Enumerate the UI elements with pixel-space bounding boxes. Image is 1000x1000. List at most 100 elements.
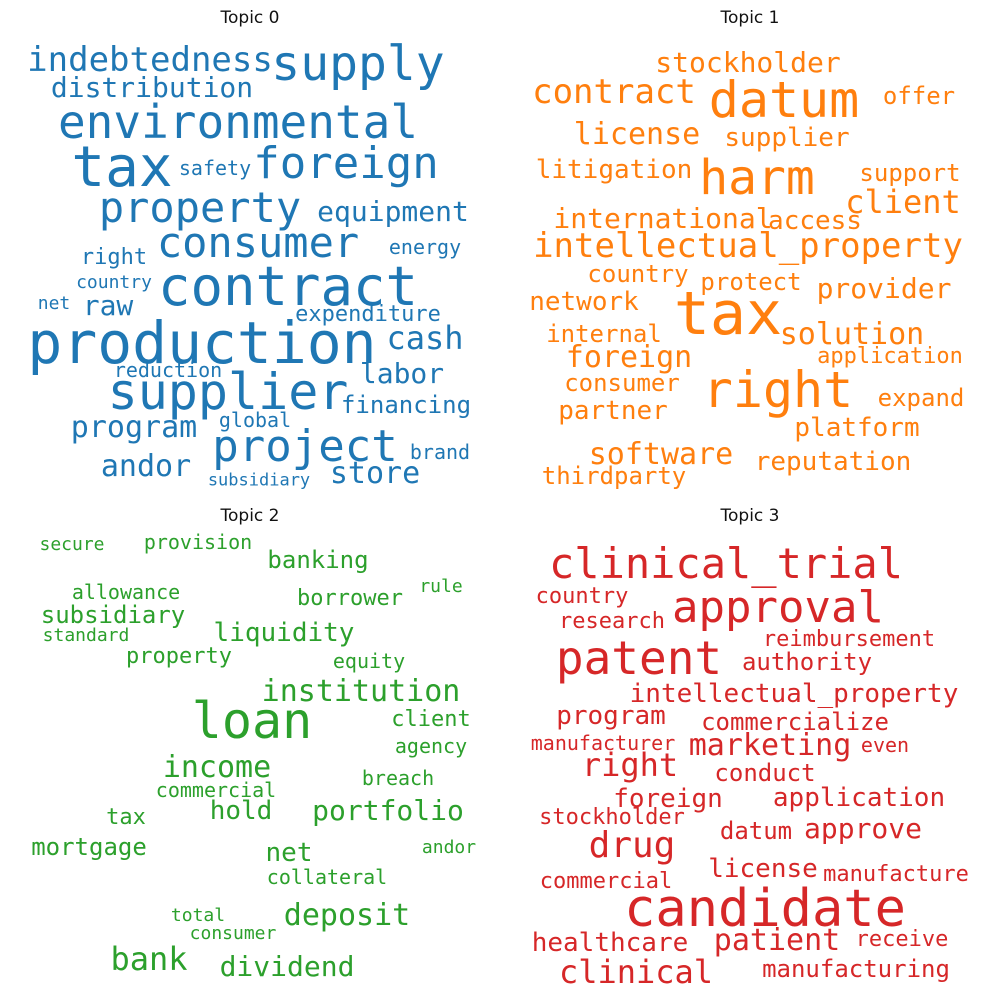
word: platform: [794, 413, 920, 443]
word: litigation: [535, 155, 693, 185]
word: country: [76, 272, 152, 293]
word: foreign: [253, 138, 439, 189]
word: institution: [261, 674, 461, 709]
word: rule: [419, 576, 463, 597]
topic-2-wordcloud: secure provision banking rule allowance …: [0, 500, 500, 1000]
word: stockholder: [655, 46, 841, 79]
word: secure: [39, 534, 105, 555]
topic-2-panel: Topic 2 secure provision banking rule al…: [0, 500, 500, 1000]
word: research: [559, 609, 665, 634]
word: distribution: [50, 71, 254, 104]
word: healthcare: [531, 928, 689, 958]
word: right: [702, 361, 854, 419]
word: marketing: [688, 728, 852, 763]
word: supplier: [107, 363, 349, 421]
word: right: [581, 746, 679, 784]
word: application: [817, 344, 963, 369]
word: subsidiary: [40, 601, 186, 629]
word: internal: [546, 320, 662, 348]
topic-3-title: Topic 3: [720, 506, 780, 526]
word: mortgage: [31, 833, 147, 861]
word: client: [845, 183, 961, 221]
word: candidate: [624, 879, 906, 939]
word: loan: [191, 692, 313, 750]
word: authority: [741, 648, 873, 676]
word: supply: [271, 36, 445, 92]
topic-3-wordcloud: clinical_trial country approval research…: [500, 500, 1000, 1000]
word: international: [553, 202, 773, 235]
word: clinical_trial: [548, 539, 904, 588]
topic-1-panel: Topic 1 stockholder contract datum offer…: [500, 0, 1000, 500]
word: cash: [386, 319, 464, 357]
word: drug: [588, 825, 676, 866]
word: provision: [143, 530, 253, 554]
word: foreign: [613, 784, 723, 814]
word: protect: [700, 268, 802, 296]
word: property: [126, 644, 232, 669]
word: store: [329, 456, 421, 491]
word: expenditure: [295, 302, 441, 327]
word: global: [218, 408, 292, 432]
word: even: [860, 733, 910, 757]
word: reimbursement: [762, 627, 936, 652]
word: manufacturing: [762, 955, 950, 983]
word: datum: [719, 817, 793, 845]
word: portfolio: [312, 794, 464, 827]
word: conduct: [714, 759, 816, 787]
topic-2-title: Topic 2: [220, 506, 280, 526]
topic-0-title: Topic 0: [220, 8, 280, 28]
word: energy: [388, 235, 462, 259]
word: consumer: [156, 218, 360, 267]
word: subsidiary: [207, 470, 311, 491]
topic-0-panel: Topic 0 indebtedness supply distribution…: [0, 0, 500, 500]
word: expand: [877, 384, 965, 412]
word: intellectual_property: [533, 226, 963, 266]
word: approval: [672, 582, 884, 633]
word: liquidity: [213, 618, 355, 648]
word: hold: [209, 796, 273, 826]
topic-3-panel: Topic 3 clinical_trial country approval …: [500, 500, 1000, 1000]
word: right: [80, 245, 148, 270]
word: software: [588, 437, 734, 472]
word: indebtedness: [27, 40, 273, 80]
word: patient: [713, 923, 841, 958]
word: provider: [816, 272, 952, 305]
word: receive: [855, 927, 949, 952]
word: country: [587, 260, 689, 288]
word: approve: [803, 812, 923, 845]
word: reduction: [113, 358, 223, 382]
word: dividend: [219, 950, 355, 983]
word: bank: [110, 940, 188, 978]
word: license: [708, 854, 818, 884]
word: application: [772, 783, 946, 813]
word: tax: [673, 279, 783, 349]
word: net: [37, 293, 71, 314]
word: network: [529, 287, 639, 317]
word: property: [98, 183, 302, 232]
word: manufacturer: [530, 731, 676, 755]
word: net: [265, 838, 313, 868]
word: program: [556, 701, 666, 731]
word: contract: [532, 72, 696, 112]
word: collateral: [266, 865, 388, 889]
topic-1-title: Topic 1: [720, 8, 780, 28]
word: consumer: [564, 369, 680, 397]
word: banking: [267, 546, 369, 574]
word: clinical: [558, 953, 714, 991]
word: equipment: [317, 195, 469, 228]
word: safety: [178, 156, 252, 180]
word: program: [70, 410, 198, 445]
word: harm: [699, 150, 815, 206]
word: tax: [71, 135, 173, 200]
word: thirdparty: [541, 462, 687, 490]
word: income: [162, 750, 272, 785]
word: datum: [708, 71, 860, 129]
word: access: [768, 206, 862, 236]
word: supplier: [724, 123, 850, 153]
word: equity: [332, 649, 406, 673]
word: environmental: [57, 95, 419, 149]
word: commercial: [155, 778, 277, 802]
word: reputation: [754, 447, 912, 477]
word: total: [170, 905, 226, 926]
word: project: [212, 421, 398, 472]
